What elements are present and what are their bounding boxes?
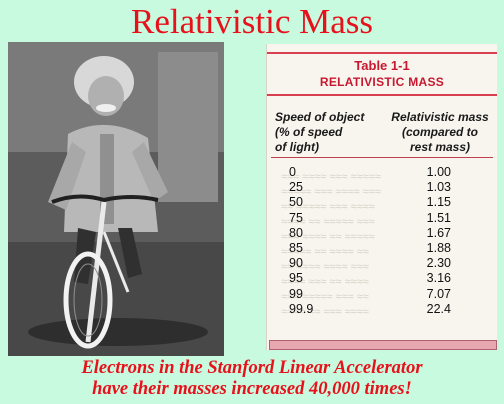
- mass-cell: 1.67: [426, 225, 451, 240]
- column-header-mass-line: (compared to: [401, 125, 478, 139]
- column-header-mass: Relativistic mass (compared to rest mass…: [385, 110, 495, 155]
- footer-line-2: have their masses increased 40,000 times…: [92, 379, 412, 399]
- column-header-speed-line: Speed of object: [275, 110, 365, 124]
- table-bottom-bar: [269, 340, 497, 350]
- table-row: 85 1.88: [267, 241, 497, 256]
- speed-cell: 99: [289, 286, 303, 301]
- table-row: 25 1.03: [267, 180, 497, 195]
- mass-cell: 2.30: [426, 256, 451, 271]
- speed-cell: 50: [289, 195, 303, 210]
- table-row: 75 1.51: [267, 211, 497, 226]
- mass-cell: 1.88: [426, 240, 451, 255]
- mass-cell: 1.51: [426, 210, 451, 225]
- speed-cell: 85: [289, 240, 303, 255]
- table-row: 90 2.30: [267, 256, 497, 271]
- mass-cell: 7.07: [426, 286, 451, 301]
- bicycle-photo-illustration: [8, 42, 224, 356]
- relativistic-mass-table: Table 1-1 RELATIVISTIC MASS Speed of obj…: [266, 44, 497, 350]
- speed-cell: 90: [289, 256, 303, 271]
- mass-cell: 1.15: [426, 195, 451, 210]
- table-row: 80 1.67: [267, 226, 497, 241]
- table-row: 0 1.00: [267, 165, 497, 180]
- table-row: 99.9 22.4: [267, 302, 497, 317]
- speed-cell: 95: [289, 271, 303, 286]
- column-header-rule: [271, 157, 493, 158]
- column-header-mass-line: Relativistic mass: [391, 110, 489, 124]
- column-header-speed-line: (% of speed: [275, 125, 343, 139]
- column-header-speed-line: of light): [275, 140, 319, 154]
- mass-cell: 3.16: [426, 271, 451, 286]
- footer-caption: Electrons in the Stanford Linear Acceler…: [0, 358, 504, 400]
- table-number: Table 1-1: [354, 58, 410, 73]
- table-name: RELATIVISTIC MASS: [319, 75, 445, 89]
- table-row: 99 7.07: [267, 287, 497, 302]
- mass-cell: 1.03: [426, 180, 451, 195]
- table-body: 0 1.00 25 1.03 50 1.15 75 1.51 80 1.67 8…: [267, 165, 497, 317]
- mass-cell: 1.00: [426, 165, 451, 179]
- speed-cell: 80: [289, 225, 303, 240]
- table-header-rule: [267, 94, 497, 96]
- speed-cell: 0: [289, 165, 296, 179]
- speed-cell: 75: [289, 210, 303, 225]
- speed-cell: 99.9: [289, 301, 314, 316]
- photo-man-on-bicycle: [8, 42, 224, 356]
- faded-background-text: ≈≈≈ ≈≈≈≈ ≈≈≈ ≈≈≈≈≈ ≈≈≈≈≈ ≈≈≈ ≈≈≈≈ ≈≈≈ ≈≈ ≈…: [281, 171, 381, 318]
- table-row: 95 3.16: [267, 271, 497, 286]
- table-top-rule: [267, 52, 497, 54]
- column-header-speed: Speed of object (% of speed of light): [275, 110, 379, 155]
- speed-cell: 25: [289, 180, 303, 195]
- page-title: Relativistic Mass: [130, 2, 374, 41]
- table-row: 50 1.15: [267, 195, 497, 210]
- column-header-mass-line: rest mass): [409, 140, 471, 154]
- footer-line-1: Electrons in the Stanford Linear Acceler…: [81, 358, 423, 378]
- mass-cell: 22.4: [426, 301, 451, 316]
